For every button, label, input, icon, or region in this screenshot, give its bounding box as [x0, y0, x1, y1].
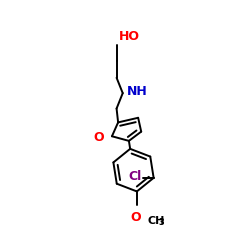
- Text: NH: NH: [127, 85, 148, 98]
- Text: Cl: Cl: [128, 170, 141, 183]
- Text: CH: CH: [148, 216, 165, 226]
- Text: O: O: [94, 131, 104, 144]
- Text: HO: HO: [119, 30, 140, 43]
- Text: O: O: [130, 212, 141, 224]
- Text: 3: 3: [158, 218, 164, 228]
